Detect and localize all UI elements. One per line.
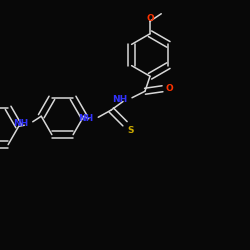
Text: O: O — [166, 84, 173, 93]
Text: O: O — [146, 14, 154, 23]
Text: NH: NH — [112, 96, 128, 104]
Text: S: S — [128, 126, 134, 135]
Text: NH: NH — [13, 119, 28, 128]
Text: NH: NH — [78, 114, 93, 123]
